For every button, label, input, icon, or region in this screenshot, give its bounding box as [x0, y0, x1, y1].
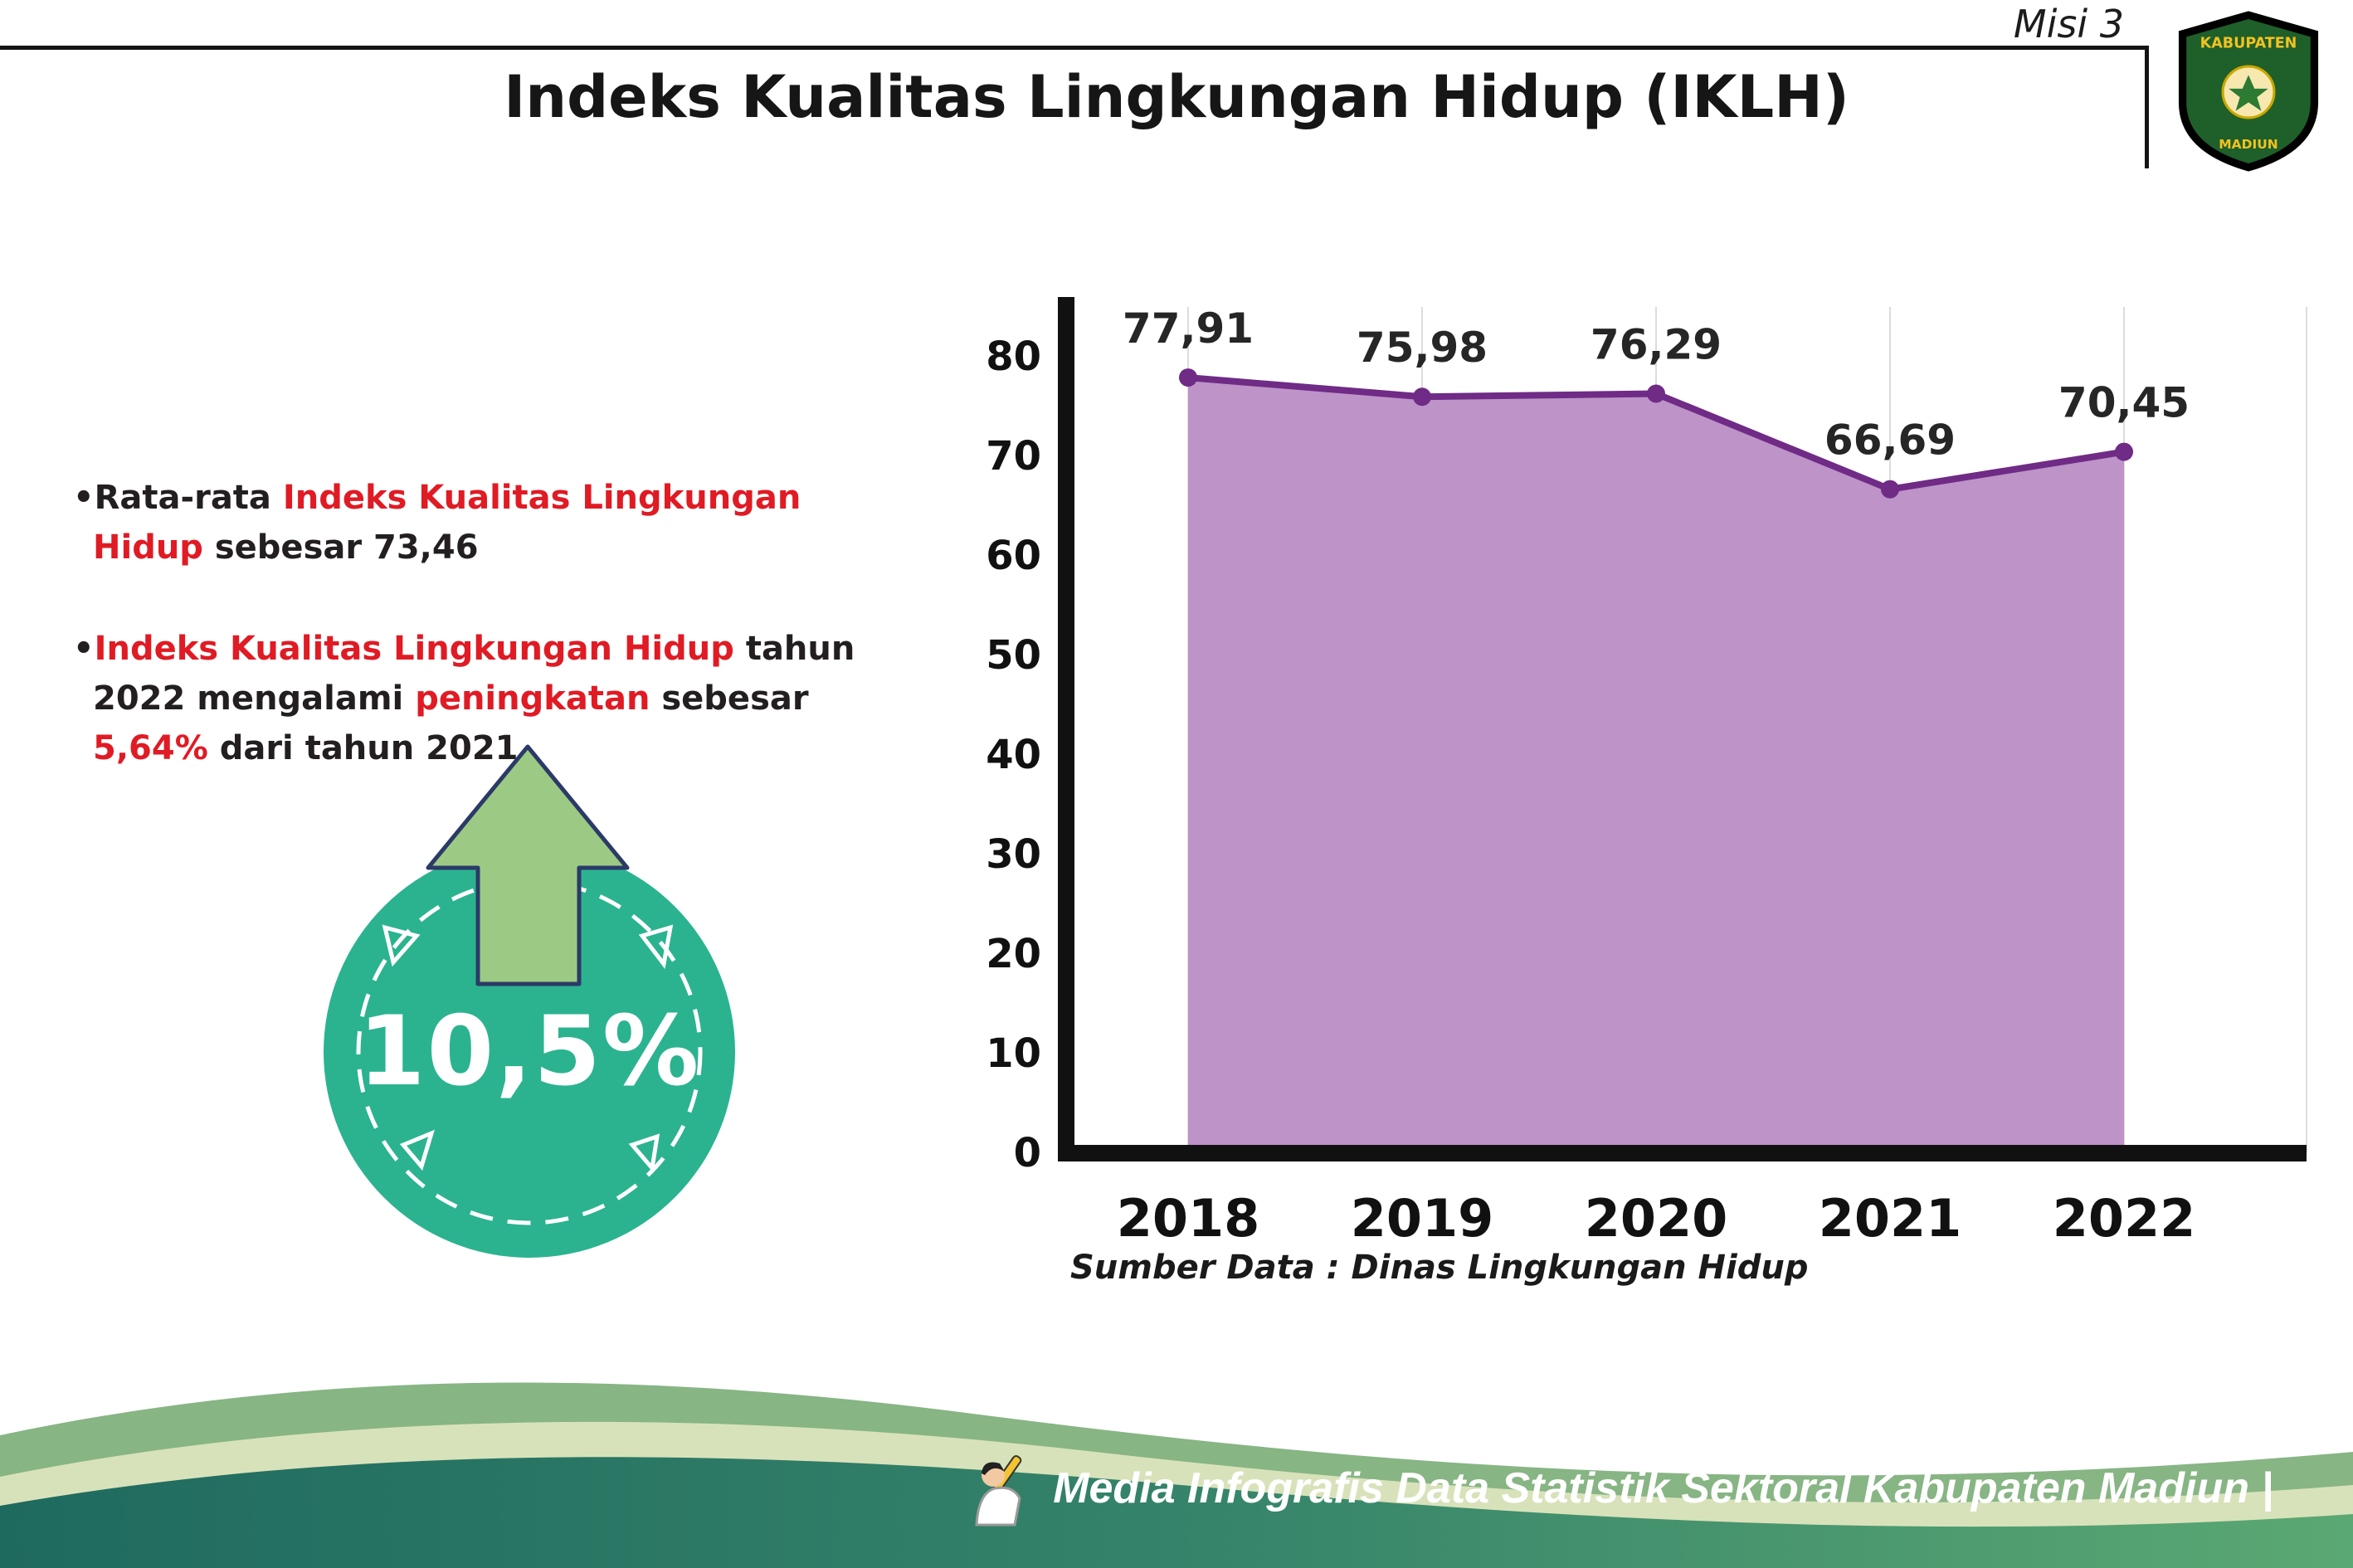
x-tick-label: 2021: [1819, 1188, 1962, 1249]
data-point: [1413, 387, 1431, 407]
top-rule-vertical: [2145, 46, 2149, 168]
wave-band: [0, 1457, 2353, 1568]
logo-top-text: KABUPATEN: [2200, 35, 2297, 51]
kabupaten-madiun-logo: KABUPATEN MADIUN: [2175, 10, 2321, 173]
iklh-chart: 0 10 20 30 40 50 60 70 80 2018 2019 2020 2021 2022 77,…: [954, 282, 2323, 1294]
y-tick-label: 80: [986, 334, 1041, 380]
chart-svg: 0 10 20 30 40 50 60 70 80 2018 2019 2020 2021 2022 77,…: [986, 297, 2307, 1249]
data-label: 75,98: [1357, 324, 1488, 372]
y-tick-label: 60: [986, 533, 1041, 579]
bullet-text-segment: Rata-rata: [94, 479, 283, 517]
x-tick-label: 2019: [1351, 1188, 1494, 1249]
bullet-text-segment: Indeks Kualitas Lingkungan Hidup: [93, 479, 801, 567]
bullet-item: •Indeks Kualitas Lingkungan Hidup tahun …: [73, 624, 911, 773]
x-tick-label: 2022: [2053, 1188, 2196, 1249]
page-title: Indeks Kualitas Lingkungan Hidup (IKLH): [504, 63, 1849, 131]
bullet-dot: •: [73, 479, 95, 517]
crest-icon: KABUPATEN MADIUN: [2178, 11, 2319, 172]
y-axis: [1058, 297, 1074, 1161]
up-arrow-icon: [426, 744, 630, 986]
triangle-ornament: [399, 1129, 435, 1171]
increase-badge: 10,5%: [305, 728, 770, 1293]
bullet-dot: •: [73, 630, 95, 668]
data-point: [1881, 480, 1899, 499]
bullet-text-segment: tahun 2022 mengalami: [93, 630, 855, 718]
y-tick-label: 50: [986, 632, 1041, 679]
bullet-text-segment: 5,64%: [93, 729, 208, 767]
x-axis: [1058, 1145, 2307, 1161]
source-note: Sumber Data : Dinas Lingkungan Hidup: [1070, 1249, 1809, 1287]
triangle-ornament: [628, 1133, 660, 1173]
top-rule: [0, 46, 2145, 50]
bullet-text-segment: Indeks Kualitas Lingkungan Hidup: [94, 630, 734, 668]
x-tick-label: 2020: [1585, 1188, 1728, 1249]
y-tick-label: 30: [986, 831, 1041, 878]
area-fill: [1188, 377, 2124, 1153]
data-point: [1179, 368, 1197, 387]
data-point: [1647, 384, 1665, 403]
triangle-ornament: [638, 924, 674, 970]
triangle-ornament: [382, 924, 421, 967]
logo-bottom-text: MADIUN: [2219, 137, 2277, 152]
misi-label: Misi 3: [2013, 2, 2124, 46]
x-tick-label: 2018: [1117, 1188, 1260, 1249]
footer-credit-row: Media Infografis Data Statistik Sektoral…: [962, 1450, 2273, 1527]
y-tick-label: 10: [986, 1030, 1041, 1077]
bullet-item: •Rata-rata Indeks Kualitas Lingkungan Hi…: [73, 473, 911, 572]
increase-badge-graphic: [324, 744, 735, 1258]
data-label: 76,29: [1591, 321, 1722, 369]
y-tick-label: 20: [986, 931, 1041, 977]
footer-wave: [0, 1382, 2353, 1568]
mascot-icon: [975, 1455, 1022, 1527]
bullet-text-segment: sebesar: [650, 679, 809, 718]
y-tick-label: 70: [986, 433, 1041, 480]
data-point: [2115, 442, 2133, 461]
data-label: 66,69: [1824, 416, 1956, 465]
bullet-text-segment: peningkatan: [415, 679, 650, 718]
y-tick-label: 40: [986, 732, 1041, 778]
data-label: 70,45: [2058, 379, 2190, 427]
badge-value: 10,5%: [358, 996, 701, 1108]
bullet-text-segment: dari tahun 2021: [207, 729, 519, 767]
bullet-text-segment: sebesar 73,46: [202, 528, 479, 567]
data-label: 77,91: [1123, 304, 1254, 353]
bullet-list: •Rata-rata Indeks Kualitas Lingkungan Hi…: [73, 473, 911, 825]
y-tick-label: 0: [1014, 1130, 1041, 1176]
footer-credit: Media Infografis Data Statistik Sektoral…: [1053, 1464, 2273, 1512]
